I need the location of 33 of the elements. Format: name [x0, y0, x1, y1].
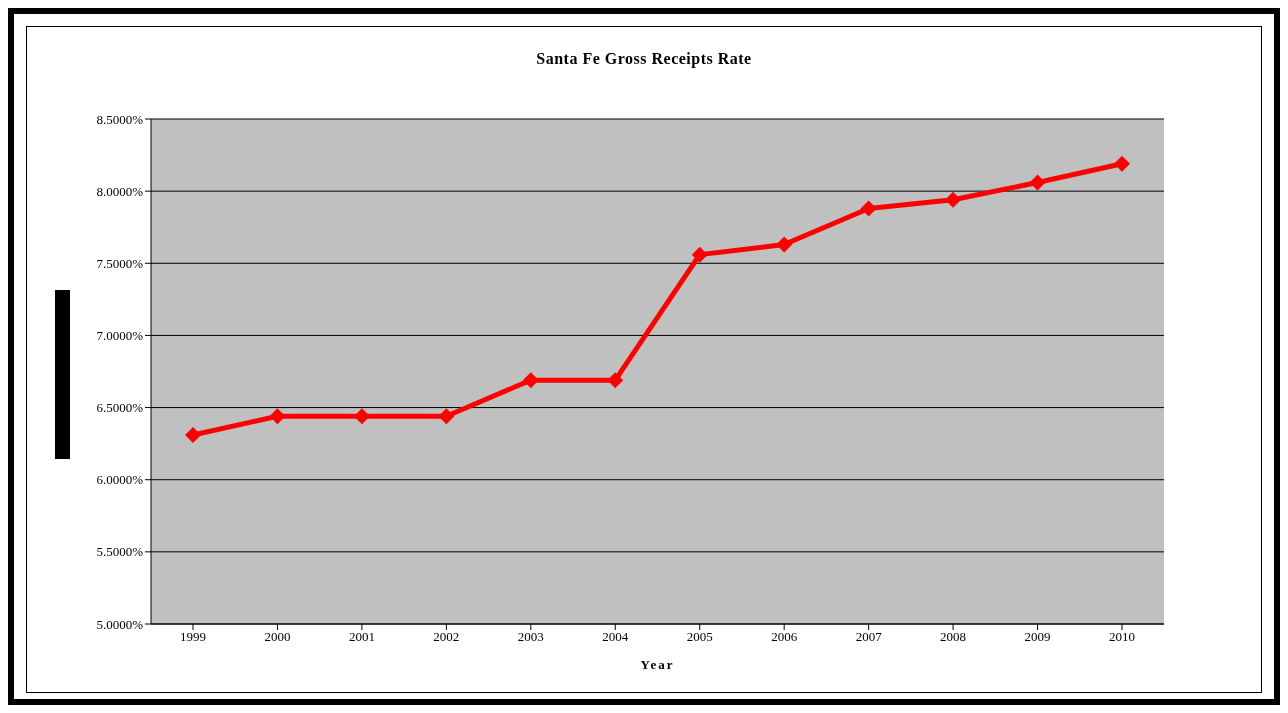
x-tick-label: 2010: [1109, 629, 1135, 645]
y-tick-label: 8.5000%: [96, 111, 144, 127]
point: [945, 191, 962, 208]
x-tick-label: 2005: [686, 629, 713, 645]
x-tick-label: 2006: [771, 629, 798, 645]
y-tick-label: 7.0000%: [96, 328, 144, 344]
point: [522, 372, 539, 389]
x-tick-label: 2004: [602, 629, 629, 645]
point: [438, 408, 455, 425]
point: [1114, 155, 1130, 172]
point: [185, 426, 201, 443]
x-tick-label: 1999: [180, 629, 206, 645]
x-tick-label: 2008: [940, 629, 967, 645]
point: [776, 236, 793, 253]
x-tick-label: 2009: [1024, 629, 1051, 645]
point: [1029, 174, 1046, 191]
x-axis-title: Year: [640, 657, 675, 672]
y-tick-label: 8.0000%: [96, 183, 144, 199]
y-tick-label: 5.5000%: [96, 544, 144, 560]
chart-title: Santa Fe Gross Receipts Rate: [535, 50, 753, 68]
point: [269, 408, 286, 425]
x-tick-label: 2007: [855, 629, 883, 645]
y-tick-label: 5.0000%: [96, 616, 144, 632]
point: [607, 372, 624, 389]
x-tick-label: 2000: [264, 629, 291, 645]
y-tick-label: 6.0000%: [96, 472, 144, 488]
x-tick-label: 2001: [348, 629, 375, 645]
y-tick-label: 7.5000%: [96, 255, 144, 271]
x-tick-label: 2003: [517, 629, 544, 645]
x-tick-label: 2002: [433, 629, 460, 645]
point: [860, 200, 877, 217]
y-tick-label: 6.5000%: [96, 400, 144, 416]
point: [691, 246, 708, 263]
